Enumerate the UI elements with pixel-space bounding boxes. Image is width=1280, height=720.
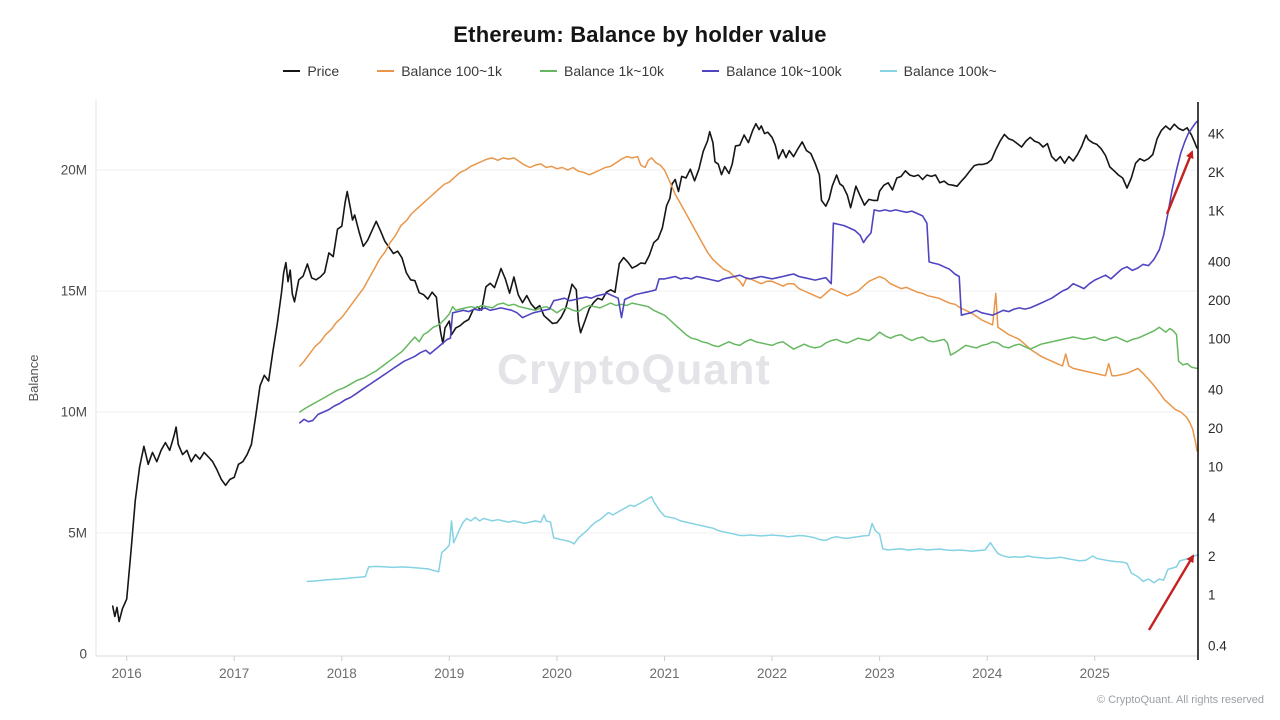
left-tick-label: 20M bbox=[61, 163, 87, 178]
axes bbox=[95, 100, 1198, 657]
right-tick-label: 2K bbox=[1208, 165, 1225, 180]
right-tick-label: 1K bbox=[1208, 204, 1225, 219]
x-tick-label: 2025 bbox=[1080, 666, 1110, 681]
right-tick-label: 10 bbox=[1208, 460, 1223, 475]
price-swatch-icon bbox=[283, 69, 301, 73]
x-tick-label: 2017 bbox=[219, 666, 249, 681]
annotation-arrow-icon bbox=[1147, 554, 1195, 631]
right-axis: 4K 2K 1K 400 200 100 40 20 10 4 2 1 0.4 bbox=[1197, 102, 1231, 660]
x-tick-label: 2019 bbox=[434, 666, 464, 681]
legend-item-balance-10k-100k[interactable]: Balance 10k~100k bbox=[702, 63, 842, 79]
series-line-balance-100k- bbox=[306, 495, 1198, 584]
x-tick-label: 2021 bbox=[649, 666, 679, 681]
series-line-balance-10k-100k bbox=[299, 120, 1198, 424]
right-tick-label: 100 bbox=[1208, 332, 1231, 347]
left-tick-label: 15M bbox=[61, 284, 87, 299]
right-tick-label: 20 bbox=[1208, 421, 1223, 436]
left-tick-label: 5M bbox=[68, 526, 87, 541]
right-tick-label: 40 bbox=[1208, 382, 1223, 397]
x-tick-label: 2020 bbox=[542, 666, 572, 681]
left-tick-label: 0 bbox=[79, 647, 87, 662]
balance-100-1k-swatch-icon bbox=[377, 69, 395, 73]
gridlines bbox=[96, 169, 1198, 534]
left-axis-labels: 0 5M 10M 15M 20M Balance bbox=[26, 163, 87, 662]
chart-title: Ethereum: Balance by holder value bbox=[453, 22, 827, 47]
x-tick-label: 2022 bbox=[757, 666, 787, 681]
right-tick-label: 4K bbox=[1208, 126, 1225, 141]
left-tick-label: 10M bbox=[61, 405, 87, 420]
legend-label: Balance 10k~100k bbox=[726, 63, 842, 79]
annotation-arrow-icon bbox=[1165, 150, 1194, 215]
legend-item-balance-100-1k[interactable]: Balance 100~1k bbox=[377, 63, 502, 79]
legend-label: Balance 100k~ bbox=[903, 63, 997, 79]
right-tick-label: 400 bbox=[1208, 254, 1231, 269]
series-line-price bbox=[111, 122, 1198, 623]
legend-label: Balance 1k~10k bbox=[564, 63, 665, 79]
x-tick-label: 2024 bbox=[972, 666, 1003, 681]
right-tick-label: 2 bbox=[1208, 549, 1216, 564]
series-line-balance-100-1k bbox=[299, 155, 1198, 452]
balance-100k-swatch-icon bbox=[879, 69, 897, 73]
legend: Price Balance 100~1k Balance 1k~10k Bala… bbox=[0, 63, 1280, 79]
x-tick-label: 2018 bbox=[327, 666, 357, 681]
legend-item-balance-1k-10k[interactable]: Balance 1k~10k bbox=[540, 63, 664, 79]
x-axis-ticks: 2016 2017 2018 2019 2020 2021 2022 2023 2024 2025 bbox=[112, 656, 1110, 681]
series-lines bbox=[111, 120, 1198, 623]
series-line-balance-1k-10k bbox=[299, 302, 1198, 413]
legend-item-price[interactable]: Price bbox=[283, 63, 339, 79]
legend-item-balance-100k[interactable]: Balance 100k~ bbox=[879, 63, 997, 79]
plot-area[interactable] bbox=[96, 100, 1198, 656]
copyright-notice: © CryptoQuant. All rights reserved bbox=[1096, 694, 1264, 706]
legend-label: Balance 100~1k bbox=[401, 63, 503, 79]
right-tick-label: 1 bbox=[1208, 588, 1216, 603]
x-tick-label: 2016 bbox=[112, 666, 142, 681]
balance-1k-10k-swatch-icon bbox=[540, 69, 558, 73]
annotation-arrows bbox=[1147, 150, 1195, 631]
right-tick-label: 0.4 bbox=[1208, 639, 1227, 654]
right-tick-label: 200 bbox=[1208, 293, 1231, 308]
watermark-cryptoquant: CryptoQuant bbox=[497, 346, 771, 395]
balance-10k-100k-swatch-icon bbox=[702, 69, 720, 73]
left-axis-title: Balance bbox=[26, 355, 41, 402]
legend-label: Price bbox=[307, 63, 340, 79]
right-tick-label: 4 bbox=[1208, 510, 1216, 525]
x-tick-label: 2023 bbox=[865, 666, 895, 681]
